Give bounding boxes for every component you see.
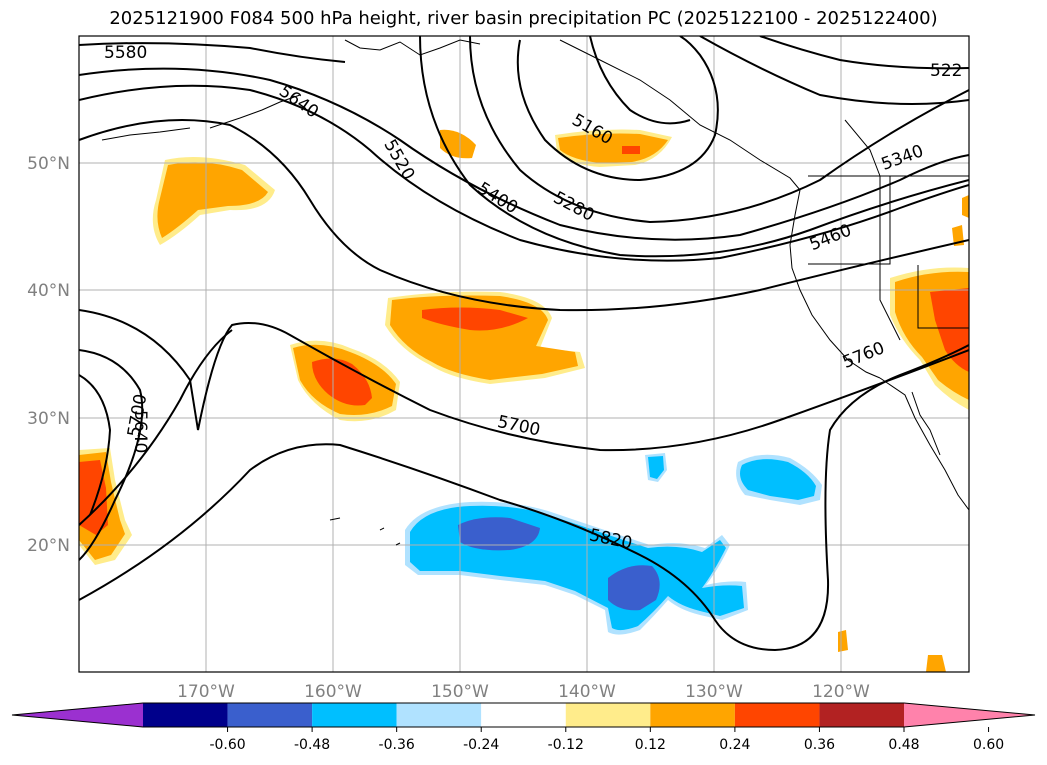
- colorbar-tick-label: 0.12: [635, 737, 666, 753]
- colorbar-extend-high: [904, 703, 1035, 727]
- precip-positive-area: [962, 195, 969, 218]
- colorbar-tick-label: -0.36: [379, 737, 415, 753]
- colorbar-swatch: [312, 703, 397, 727]
- precip-negative-area: [648, 456, 664, 479]
- lon-tick-label: 150°W: [431, 682, 489, 702]
- height-contour: [79, 344, 969, 652]
- state-border: [844, 119, 901, 341]
- height-contour: [79, 374, 112, 516]
- colorbar-swatch: [481, 703, 566, 727]
- coastline: [879, 377, 969, 511]
- lat-tick-labels: 50°N 40°N 30°N 20°N: [27, 154, 70, 556]
- precip-positive-area: [952, 225, 964, 246]
- colorbar-swatch: [227, 703, 313, 727]
- height-contour: [79, 119, 969, 312]
- lon-tick-label: 140°W: [558, 682, 616, 702]
- lat-tick-label: 40°N: [27, 281, 70, 301]
- coastlines: [101, 39, 969, 546]
- contour-label: 522: [930, 61, 962, 81]
- lon-tick-label: 160°W: [304, 682, 362, 702]
- chart-title: 2025121900 F084 500 hPa height, river ba…: [109, 8, 938, 29]
- lat-tick-label: 20°N: [27, 536, 70, 556]
- colorbar-tick-label: 0.60: [973, 737, 1004, 753]
- coastline: [789, 189, 881, 379]
- height-contour: [79, 42, 346, 63]
- precip-positive-area: [422, 307, 528, 331]
- lon-tick-label: 130°W: [685, 682, 743, 702]
- colorbar-tick-label: 0.36: [804, 737, 835, 753]
- lon-tick-label: 120°W: [812, 682, 870, 702]
- map-frame: [78, 35, 970, 673]
- height-contour: [79, 349, 144, 561]
- height-contour: [759, 36, 969, 70]
- height-contours: [79, 36, 969, 652]
- precip-positive-area: [926, 655, 946, 672]
- precip-negative-area: [458, 517, 540, 551]
- colorbar-swatch: [396, 703, 482, 727]
- lat-tick-label: 50°N: [27, 154, 70, 174]
- state-border: [808, 175, 969, 329]
- colorbar-tick-label: 0.24: [719, 737, 750, 753]
- precip-positive-area: [312, 358, 372, 406]
- coastline: [911, 391, 941, 456]
- coastline: [209, 94, 301, 129]
- contour-label: 5580: [104, 43, 147, 63]
- colorbar-swatch: [734, 703, 820, 727]
- precip-shading: [79, 129, 969, 672]
- colorbar-tick-label: -0.60: [209, 737, 245, 753]
- coastline: [101, 127, 191, 141]
- height-contour: [419, 36, 969, 258]
- height-contour: [469, 36, 969, 224]
- colorbar-tick-label: -0.24: [463, 737, 499, 753]
- precip-positive-area: [622, 146, 640, 154]
- contour-label: 5640: [130, 410, 150, 453]
- height-contour: [516, 36, 719, 182]
- height-contour: [699, 36, 969, 105]
- coastline: [559, 39, 801, 191]
- colorbar: -0.60 -0.48 -0.36 -0.24 -0.12 0.12 0.24 0.36 0.4…: [11, 702, 1036, 753]
- height-contour: [79, 84, 969, 262]
- precip-negative-area: [608, 565, 660, 611]
- coastline: [329, 517, 401, 546]
- colorbar-tick-label: -0.12: [548, 737, 584, 753]
- colorbar-swatch: [565, 703, 651, 727]
- colorbar-swatch: [819, 703, 904, 727]
- lon-tick-labels: 170°W 160°W 150°W 140°W 130°W 120°W: [177, 682, 870, 702]
- colorbar-tick-label: -0.48: [294, 737, 330, 753]
- precip-positive-area: [558, 133, 668, 163]
- colorbar-swatch: [650, 703, 735, 727]
- lon-tick-label: 170°W: [177, 682, 235, 702]
- precip-positive-area: [79, 460, 108, 535]
- colorbar-tick-label: 0.48: [888, 737, 919, 753]
- colorbar-swatch: [143, 703, 228, 727]
- precip-negative-area: [740, 459, 816, 500]
- height-contour: [589, 36, 691, 125]
- lat-tick-label: 30°N: [27, 409, 70, 429]
- colorbar-extend-low: [12, 703, 143, 727]
- height-contour: [79, 309, 969, 452]
- coastline: [344, 39, 481, 56]
- graticule: [79, 36, 969, 672]
- colorbar-outline: [11, 702, 1036, 728]
- precip-positive-area: [157, 162, 268, 238]
- height-contour: [79, 329, 233, 526]
- height-contour: [79, 67, 969, 241]
